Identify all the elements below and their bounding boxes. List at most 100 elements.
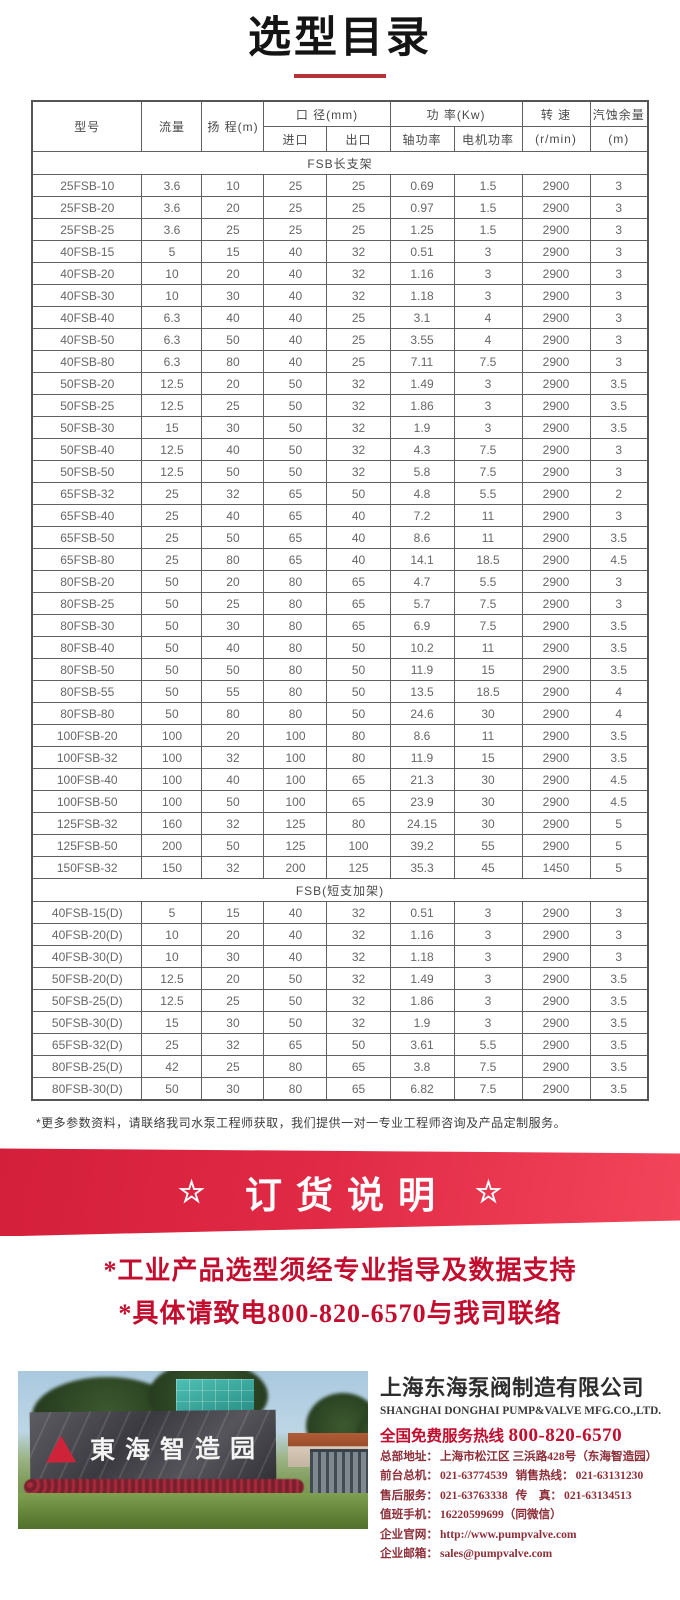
table-row: 100FSB-32 100 32 100 80 11.9 15 2900 3.5 [31, 746, 649, 770]
table-row: 80FSB-25(D) 42 25 80 65 3.8 7.5 2900 3.5 [31, 1055, 649, 1079]
table-row: 65FSB-40 25 40 65 40 7.2 11 2900 3 [31, 504, 649, 528]
col-header-power: 功 率(Kw) [389, 100, 523, 128]
address-value: 上海市松江区 三浜路428号（东海智造园） [439, 1449, 658, 1463]
address-label: 总部地址： [380, 1449, 438, 1463]
fax-label: 传 真： [515, 1488, 563, 1502]
sign-text: 東海智造园 [89, 1434, 266, 1465]
table-section-header: FSB(短支加架) [31, 878, 649, 903]
footer: 東海智造园 上海东海泵阀制造有限公司 SHANGHAI DONGHAI PUMP… [18, 1370, 666, 1564]
table-row: 50FSB-20 12.5 20 50 32 1.49 3 2900 3.5 [31, 372, 649, 396]
col-header-shaft-power: 轴功率 [389, 126, 455, 153]
factory-gate [310, 1448, 368, 1496]
notice-block: *工业产品选型须经专业指导及数据支持 *具体请致电800-820-6570与我司… [0, 1236, 680, 1334]
col-header-model: 型号 [31, 100, 143, 153]
table-row: 125FSB-50 200 50 125 100 39.2 55 2900 5 [31, 834, 649, 858]
selection-table: 型号 流量 扬 程(m) 口 径(mm) 功 率(Kw) 转 速 汽蚀余量 进口… [30, 100, 649, 1102]
table-row: 40FSB-50 6.3 50 40 25 3.55 4 2900 3 [31, 328, 649, 352]
table-row: 25FSB-20 3.6 20 25 25 0.97 1.5 2900 3 [31, 196, 649, 220]
table-row: 65FSB-32 25 32 65 50 4.8 5.5 2900 2 [31, 482, 649, 506]
entrance-sign-wall: 東海智造园 [29, 1409, 277, 1486]
company-name-cn: 上海东海泵阀制造有限公司 [380, 1375, 645, 1400]
table-row: 25FSB-25 3.6 25 25 25 1.25 1.5 2900 3 [31, 218, 649, 242]
table-row: 65FSB-32(D) 25 32 65 50 3.61 5.5 2900 3.5 [31, 1033, 649, 1057]
table-row: 80FSB-30(D) 50 30 80 65 6.82 7.5 2900 3.5 [31, 1077, 649, 1101]
table-row: 80FSB-25 50 25 80 65 5.7 7.5 2900 3 [31, 592, 649, 616]
table-row: 50FSB-25(D) 12.5 25 50 32 1.86 3 2900 3.5 [31, 989, 649, 1013]
mobile-label: 值班手机： [380, 1508, 438, 1522]
table-row: 100FSB-50 100 50 100 65 23.9 30 2900 4.5 [31, 790, 649, 814]
table-row: 65FSB-50 25 50 65 40 8.6 11 2900 3.5 [31, 526, 649, 550]
phone-line: 前台总机： 021-63774539 销售热线： 021-63131230 [380, 1467, 666, 1486]
table-row: 40FSB-15 5 15 40 32 0.51 3 2900 3 [31, 240, 649, 264]
banner-title: 订货说明 [245, 1175, 449, 1217]
table-row: 80FSB-30 50 30 80 65 6.9 7.5 2900 3.5 [31, 614, 649, 638]
col-header-head: 扬 程(m) [201, 100, 265, 153]
table-row: 40FSB-30 10 30 40 32 1.18 3 2900 3 [31, 284, 649, 308]
hotline: 全国免费服务热线 800-820-6570 [380, 1424, 666, 1447]
table-row: 100FSB-40 100 40 100 65 21.3 30 2900 4.5 [31, 768, 649, 792]
col-header-npsh: 汽蚀余量 [589, 100, 649, 128]
factory-photo: 東海智造园 [18, 1370, 368, 1529]
table-row: 150FSB-32 150 32 200 125 35.3 45 1450 5 [31, 856, 649, 880]
website-line: 企业官网： http://www.pumpvalve.com [380, 1526, 666, 1545]
col-header-diameter: 口 径(mm) [263, 100, 391, 128]
table-row: 40FSB-40 6.3 40 40 25 3.1 4 2900 3 [31, 306, 649, 330]
email-link[interactable]: sales@pumpvalve.com [439, 1547, 553, 1561]
sales-number: 021-63131230 [575, 1469, 644, 1483]
star-icon: ☆ [475, 1175, 502, 1209]
table-row: 40FSB-20 10 20 40 32 1.16 3 2900 3 [31, 262, 649, 286]
email-label: 企业邮箱： [380, 1547, 438, 1561]
company-name-en: SHANGHAI DONGHAI PUMP&VALVE MFG.CO.,LTD. [380, 1404, 662, 1417]
after-sales-label: 售后服务： [380, 1488, 438, 1502]
table-row: 50FSB-30(D) 15 30 50 32 1.9 3 2900 3.5 [31, 1011, 649, 1035]
table-row: 40FSB-20(D) 10 20 40 32 1.16 3 2900 3 [31, 923, 649, 947]
mobile-number: 16220599699（同微信） [439, 1508, 562, 1522]
table-body: FSB长支架 25FSB-10 3.6 10 25 25 0.69 1.5 2900 3 25FSB… [31, 151, 649, 1101]
table-header: 型号 流量 扬 程(m) 口 径(mm) 功 率(Kw) 转 速 汽蚀余量 进口… [31, 100, 649, 153]
table-row: 50FSB-20(D) 12.5 20 50 32 1.49 3 2900 3.5 [31, 967, 649, 991]
front-desk-number: 021-63774539 [439, 1469, 508, 1483]
notice-line-2: *具体请致电800-820-6570与我司联络 [118, 1298, 562, 1328]
front-desk-label: 前台总机： [380, 1469, 438, 1483]
hotline-number: 800-820-6570 [508, 1424, 623, 1446]
lawn [18, 1492, 368, 1529]
col-header-speed: 转 速 [521, 100, 591, 128]
flower-bed [24, 1478, 304, 1495]
table-row: 80FSB-40 50 40 80 50 10.2 11 2900 3.5 [31, 636, 649, 660]
email-line: 企业邮箱： sales@pumpvalve.com [380, 1545, 666, 1564]
sales-label: 销售热线： [515, 1469, 574, 1483]
table-row: 80FSB-55 50 55 80 50 13.5 18.5 2900 4 [31, 680, 649, 704]
table-row: 50FSB-25 12.5 25 50 32 1.86 3 2900 3.5 [31, 394, 649, 418]
col-header-inlet: 进口 [263, 126, 328, 153]
table-footnote: *更多参数资料，请联络我司水泵工程师获取，我们提供一对一专业工程师咨询及产品定制… [36, 1116, 567, 1131]
col-header-npsh-unit: (m) [589, 126, 649, 153]
title-block: 选型目录 [0, 0, 680, 79]
company-info: 上海东海泵阀制造有限公司 SHANGHAI DONGHAI PUMP&VALVE… [380, 1371, 666, 1564]
website-link[interactable]: http://www.pumpvalve.com [439, 1527, 577, 1541]
service-line: 售后服务： 021-63763338 传 真： 021-63134513 [380, 1487, 666, 1506]
table-row: 65FSB-80 25 80 65 40 14.1 18.5 2900 4.5 [31, 548, 649, 572]
notice-line-1: *工业产品选型须经专业指导及数据支持 [103, 1256, 577, 1286]
table-row: 40FSB-15(D) 5 15 40 32 0.51 3 2900 3 [31, 901, 649, 925]
address-line: 总部地址： 上海市松江区 三浜路428号（东海智造园） [380, 1448, 666, 1467]
title-underline [294, 74, 386, 79]
mobile-line: 值班手机： 16220599699（同微信） [380, 1506, 666, 1525]
star-icon: ☆ [178, 1175, 205, 1209]
table-row: 40FSB-80 6.3 80 40 25 7.11 7.5 2900 3 [31, 350, 649, 374]
order-instructions-banner: ☆ 订货说明 ☆ [0, 1148, 680, 1236]
fax-number: 021-63134513 [564, 1488, 632, 1502]
hotline-label: 全国免费服务热线 [380, 1427, 505, 1445]
donghai-logo-mark [46, 1435, 76, 1462]
col-header-flow: 流量 [141, 100, 203, 153]
col-header-outlet: 出口 [326, 126, 391, 153]
page-title: 选型目录 [248, 14, 432, 62]
table-section-header: FSB长支架 [31, 151, 649, 176]
table-row: 125FSB-32 160 32 125 80 24.15 30 2900 5 [31, 812, 649, 836]
table-row: 50FSB-40 12.5 40 50 32 4.3 7.5 2900 3 [31, 438, 649, 462]
table-row: 50FSB-30 15 30 50 32 1.9 3 2900 3.5 [31, 416, 649, 440]
table-row: 50FSB-50 12.5 50 50 32 5.8 7.5 2900 3 [31, 460, 649, 484]
after-sales-number: 021-63763338 [439, 1488, 508, 1502]
table-row: 80FSB-20 50 20 80 65 4.7 5.5 2900 3 [31, 570, 649, 594]
col-header-speed-unit: (r/min) [521, 126, 591, 153]
table-row: 80FSB-50 50 50 80 50 11.9 15 2900 3.5 [31, 658, 649, 682]
